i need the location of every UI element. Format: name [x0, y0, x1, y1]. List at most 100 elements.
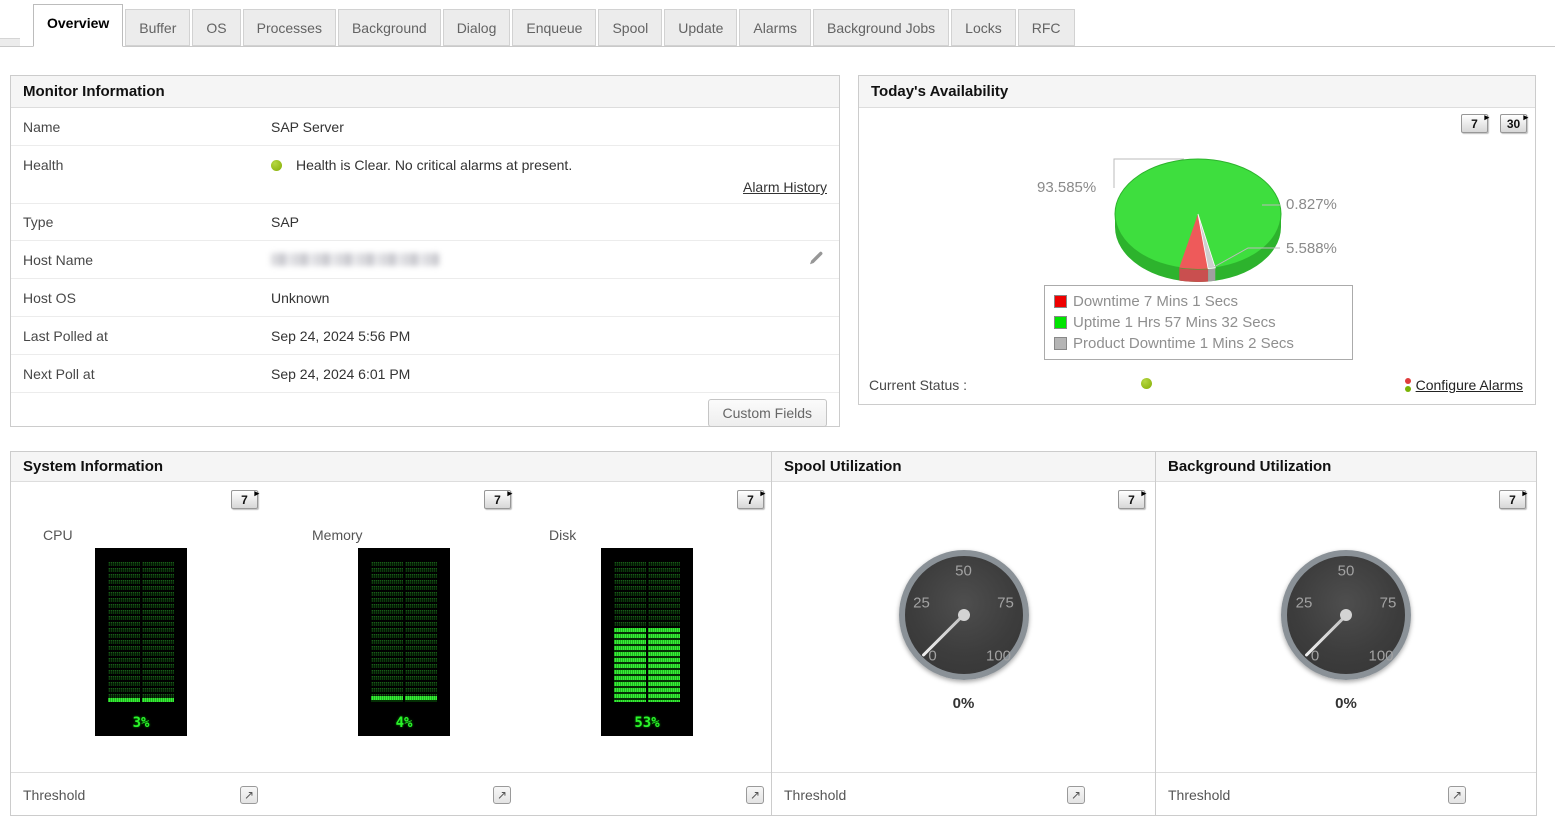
- tab-os[interactable]: OS: [192, 9, 241, 46]
- tab-bar: Overview Buffer OS Processes Background …: [0, 0, 1555, 47]
- pie-slice-product-downtime: [1197, 213, 1216, 270]
- memory-period-7-button[interactable]: 7: [484, 484, 512, 509]
- spool-tick-0: 0: [928, 647, 937, 665]
- tab-rfc[interactable]: RFC: [1017, 9, 1075, 46]
- tab-alarms[interactable]: Alarms: [739, 9, 811, 46]
- memory-gauge-cell: 7 Memory 4%: [264, 482, 517, 772]
- name-value: SAP Server: [271, 118, 344, 135]
- row-host-os: Host OS Unknown: [11, 279, 839, 317]
- next-poll-value: Sep 24, 2024 6:01 PM: [271, 365, 411, 382]
- tab-dialog[interactable]: Dialog: [442, 9, 511, 46]
- background-utilization-panel: Background Utilization 7 50 25 75 0 100 …: [1155, 452, 1536, 815]
- tab-background[interactable]: Background: [337, 9, 441, 46]
- background-tick-50: 50: [1337, 562, 1355, 580]
- background-utilization-title: Background Utilization: [1156, 452, 1536, 482]
- tab-enqueue[interactable]: Enqueue: [512, 9, 597, 46]
- legend-row-uptime: Uptime 1 Hrs 57 Mins 32 Secs: [1054, 312, 1343, 333]
- background-needle-hub: [1340, 609, 1352, 621]
- spool-tick-25: 25: [913, 594, 930, 612]
- tab-buffer[interactable]: Buffer: [125, 9, 191, 46]
- background-dial-gauge: 50 25 75 0 100 0%: [1275, 550, 1417, 712]
- tab-overview[interactable]: Overview: [33, 4, 124, 47]
- memory-led-gauge: 4%: [358, 548, 450, 736]
- cpu-led-gauge: 3%: [95, 548, 187, 736]
- availability-legend: Downtime 7 Mins 1 Secs Uptime 1 Hrs 57 M…: [1044, 285, 1353, 360]
- cpu-period-7-button[interactable]: 7: [231, 484, 259, 509]
- background-threshold-row: Threshold ↗: [1156, 772, 1536, 815]
- host-os-value: Unknown: [271, 289, 330, 306]
- configure-alarms[interactable]: Configure Alarms: [1404, 377, 1523, 393]
- alarm-history-link[interactable]: Alarm History: [742, 179, 827, 195]
- health-label: Health: [23, 157, 64, 173]
- spool-threshold-label: Threshold: [784, 787, 847, 803]
- pie-label-uptime-pct: 93.585%: [1037, 179, 1097, 196]
- tab-update[interactable]: Update: [664, 9, 738, 46]
- bottom-section: System Information 7 CPU 3% 7 Memory: [10, 451, 1537, 816]
- background-threshold-link-icon[interactable]: ↗: [1448, 786, 1466, 804]
- last-polled-label: Last Polled at: [23, 327, 108, 344]
- spool-threshold-link-icon[interactable]: ↗: [1067, 786, 1085, 804]
- host-name-redacted-value: [271, 252, 439, 266]
- health-status-icon: [271, 159, 282, 171]
- memory-threshold-link-icon[interactable]: ↗: [493, 786, 511, 804]
- current-status-row: Current Status : Configure Alarms: [869, 372, 1523, 398]
- legend-product-downtime-label: Product Downtime 1 Mins 2 Secs: [1073, 335, 1294, 352]
- system-threshold-label: Threshold: [23, 787, 86, 803]
- tab-spool[interactable]: Spool: [598, 9, 663, 46]
- spool-period-7-button[interactable]: 7: [1118, 484, 1146, 509]
- type-label: Type: [23, 214, 54, 230]
- availability-title: Today's Availability: [859, 76, 1535, 108]
- background-tick-0: 0: [1310, 647, 1320, 665]
- row-type: Type SAP: [11, 204, 839, 241]
- current-status-icon: [1141, 378, 1152, 389]
- host-name-label: Host Name: [23, 251, 94, 268]
- cpu-label: CPU: [43, 527, 73, 543]
- cpu-gauge-cell: 7 CPU 3%: [11, 482, 264, 772]
- last-polled-value: Sep 24, 2024 5:56 PM: [271, 327, 411, 344]
- host-os-label: Host OS: [23, 289, 76, 306]
- name-label: Name: [23, 118, 61, 135]
- monitor-information-panel: Monitor Information Name SAP Server Heal…: [10, 75, 840, 427]
- disk-value: 53%: [634, 715, 660, 731]
- current-status-label: Current Status :: [869, 377, 968, 393]
- legend-row-product-downtime: Product Downtime 1 Mins 2 Secs: [1054, 333, 1343, 354]
- spool-utilization-panel: Spool Utilization 7 50 25 75 0 100 0% Th…: [771, 452, 1155, 815]
- pie-label-downtime-pct: 5.588%: [1286, 240, 1337, 257]
- background-tick-25: 25: [1295, 594, 1313, 612]
- background-threshold-label: Threshold: [1168, 787, 1231, 803]
- background-value: 0%: [1335, 695, 1357, 712]
- background-period-7-button[interactable]: 7: [1499, 484, 1527, 509]
- period-7-days-button[interactable]: 7: [1461, 108, 1489, 133]
- uptime-swatch: [1054, 316, 1067, 329]
- cpu-threshold-link-icon[interactable]: ↗: [240, 786, 258, 804]
- tab-bar-notch: [0, 38, 20, 46]
- disk-label: Disk: [549, 527, 577, 543]
- disk-led-gauge: 53%: [601, 548, 693, 736]
- spool-value: 0%: [952, 695, 975, 712]
- configure-alarms-link[interactable]: Configure Alarms: [1415, 377, 1523, 393]
- row-name: Name SAP Server: [11, 108, 839, 146]
- row-last-polled: Last Polled at Sep 24, 2024 5:56 PM: [11, 317, 839, 355]
- tab-locks[interactable]: Locks: [951, 9, 1016, 46]
- spool-needle-hub: [957, 609, 970, 621]
- row-health: Health Health is Clear. No critical alar…: [11, 146, 839, 204]
- disk-gauge-cell: 7 Disk 53%: [517, 482, 770, 772]
- type-value: SAP: [271, 214, 300, 230]
- pie-label-product-downtime-pct: 0.827%: [1286, 196, 1337, 213]
- spool-needle: [921, 613, 965, 658]
- disk-period-7-button[interactable]: 7: [737, 484, 765, 509]
- pie-slice-downtime: [1179, 214, 1209, 270]
- spool-tick-100: 100: [985, 647, 1012, 665]
- row-next-poll: Next Poll at Sep 24, 2024 6:01 PM: [11, 355, 839, 393]
- system-information-title: System Information: [11, 452, 771, 482]
- disk-threshold-link-icon[interactable]: ↗: [746, 786, 764, 804]
- period-30-days-button[interactable]: 30: [1500, 108, 1528, 133]
- edit-pencil-icon[interactable]: [807, 249, 825, 267]
- health-text: Health is Clear. No critical alarms at p…: [296, 157, 573, 173]
- spool-tick-50: 50: [955, 562, 972, 580]
- tab-background-jobs[interactable]: Background Jobs: [812, 9, 950, 46]
- tab-processes[interactable]: Processes: [242, 9, 336, 46]
- custom-fields-button[interactable]: Custom Fields: [707, 399, 827, 427]
- spool-utilization-title: Spool Utilization: [772, 452, 1155, 482]
- system-threshold-row: Threshold ↗ ↗ ↗: [11, 772, 771, 815]
